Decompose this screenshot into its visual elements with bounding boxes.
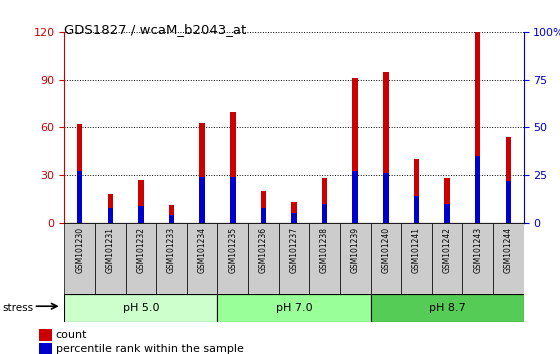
Bar bbox=[260, 191, 266, 223]
Bar bbox=[383, 72, 389, 223]
Bar bbox=[432, 223, 463, 294]
Bar bbox=[64, 294, 217, 322]
Text: GSM101232: GSM101232 bbox=[137, 227, 146, 273]
Text: GSM101244: GSM101244 bbox=[504, 227, 513, 273]
Bar bbox=[463, 223, 493, 294]
Bar bbox=[475, 32, 480, 223]
Bar bbox=[125, 223, 156, 294]
Bar bbox=[230, 112, 236, 223]
Bar bbox=[169, 215, 174, 223]
Bar bbox=[169, 205, 174, 223]
Bar bbox=[108, 208, 113, 223]
Text: GDS1827 / wcaM_b2043_at: GDS1827 / wcaM_b2043_at bbox=[64, 23, 246, 36]
Bar bbox=[352, 171, 358, 223]
Bar bbox=[39, 343, 52, 354]
Bar bbox=[187, 223, 217, 294]
Bar bbox=[322, 204, 328, 223]
Bar bbox=[95, 223, 125, 294]
Bar bbox=[217, 223, 248, 294]
Text: GSM101230: GSM101230 bbox=[75, 227, 84, 273]
Text: GSM101236: GSM101236 bbox=[259, 227, 268, 273]
Bar bbox=[199, 177, 205, 223]
Bar bbox=[248, 223, 279, 294]
Bar bbox=[138, 180, 144, 223]
Bar bbox=[371, 294, 524, 322]
Text: pH 5.0: pH 5.0 bbox=[123, 303, 159, 313]
Bar bbox=[291, 202, 297, 223]
Bar bbox=[77, 171, 82, 223]
Bar bbox=[414, 196, 419, 223]
Bar bbox=[260, 208, 266, 223]
Bar bbox=[493, 223, 524, 294]
Bar bbox=[230, 177, 236, 223]
Bar bbox=[291, 213, 297, 223]
Text: GSM101241: GSM101241 bbox=[412, 227, 421, 273]
Text: pH 8.7: pH 8.7 bbox=[429, 303, 465, 313]
Text: GSM101235: GSM101235 bbox=[228, 227, 237, 273]
Bar bbox=[309, 223, 340, 294]
Text: GSM101242: GSM101242 bbox=[442, 227, 451, 273]
Bar bbox=[39, 329, 52, 341]
Text: percentile rank within the sample: percentile rank within the sample bbox=[56, 344, 244, 354]
Text: GSM101233: GSM101233 bbox=[167, 227, 176, 273]
Bar bbox=[340, 223, 371, 294]
Bar bbox=[64, 223, 95, 294]
Text: pH 7.0: pH 7.0 bbox=[276, 303, 312, 313]
Bar bbox=[156, 223, 187, 294]
Bar bbox=[199, 123, 205, 223]
Bar bbox=[371, 223, 401, 294]
Bar bbox=[322, 178, 328, 223]
Bar bbox=[138, 206, 144, 223]
Text: GSM101243: GSM101243 bbox=[473, 227, 482, 273]
Text: count: count bbox=[56, 330, 87, 340]
Text: GSM101234: GSM101234 bbox=[198, 227, 207, 273]
Bar bbox=[217, 294, 371, 322]
Bar bbox=[108, 194, 113, 223]
Bar bbox=[352, 78, 358, 223]
Bar bbox=[279, 223, 309, 294]
Text: stress: stress bbox=[3, 303, 34, 313]
Bar bbox=[506, 137, 511, 223]
Bar bbox=[414, 159, 419, 223]
Bar bbox=[77, 124, 82, 223]
Bar bbox=[444, 178, 450, 223]
Bar bbox=[444, 204, 450, 223]
Text: GSM101239: GSM101239 bbox=[351, 227, 360, 273]
Bar bbox=[401, 223, 432, 294]
Text: GSM101237: GSM101237 bbox=[290, 227, 298, 273]
Bar bbox=[475, 156, 480, 223]
Text: GSM101231: GSM101231 bbox=[106, 227, 115, 273]
Text: GSM101238: GSM101238 bbox=[320, 227, 329, 273]
Bar bbox=[506, 181, 511, 223]
Bar bbox=[383, 173, 389, 223]
Text: GSM101240: GSM101240 bbox=[381, 227, 390, 273]
